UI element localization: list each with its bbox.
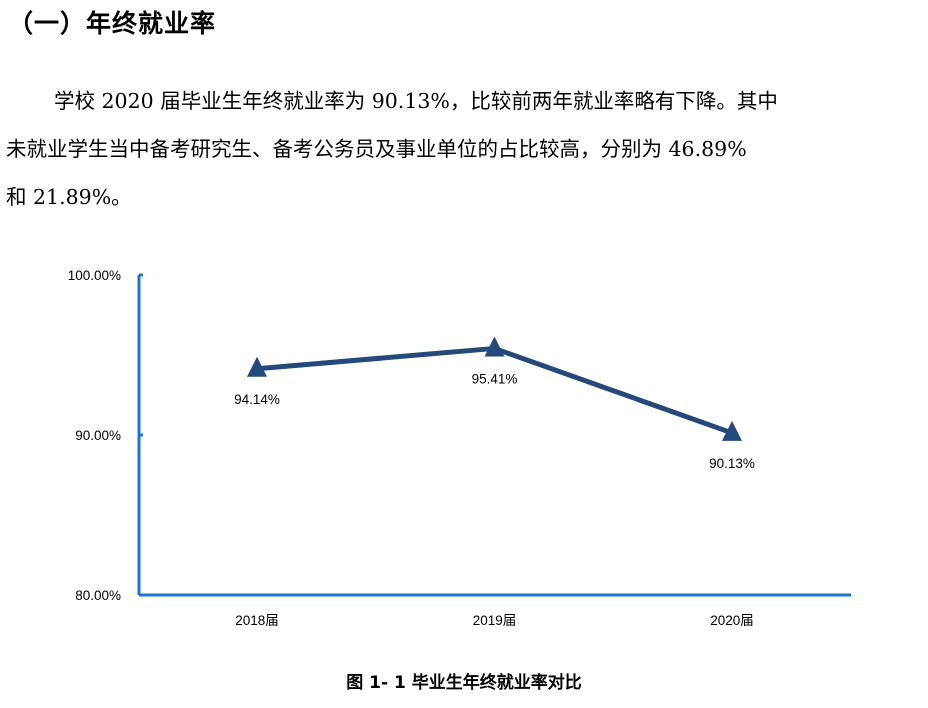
y-tick-label: 100.00% xyxy=(68,268,121,283)
x-tick-label: 2020届 xyxy=(710,613,754,628)
x-tick-label: 2019届 xyxy=(473,613,517,628)
paragraph-line: 学校 2020 届毕业生年终就业率为 90.13%，比较前两年就业率略有下降。其… xyxy=(54,89,778,113)
paragraph-line: 和 21.89%。 xyxy=(6,185,132,209)
section-heading: （一）年终就业率 xyxy=(8,9,217,38)
series-line xyxy=(256,345,733,436)
figure-caption: 图 1- 1 毕业生年终就业率对比 xyxy=(346,673,582,693)
data-label: 90.13% xyxy=(709,456,755,471)
triangle-marker xyxy=(247,356,267,377)
y-tick-label: 80.00% xyxy=(75,588,121,603)
y-tick-label: 90.00% xyxy=(75,428,121,443)
triangle-marker xyxy=(484,336,505,357)
triangle-marker xyxy=(722,420,742,441)
data-label: 94.14% xyxy=(234,392,280,407)
paragraph-line: 未就业学生当中备考研究生、备考公务员及事业单位的占比较高，分别为 46.89% xyxy=(6,137,747,161)
x-tick-label: 2018届 xyxy=(235,613,279,628)
data-label: 95.41% xyxy=(472,371,518,386)
